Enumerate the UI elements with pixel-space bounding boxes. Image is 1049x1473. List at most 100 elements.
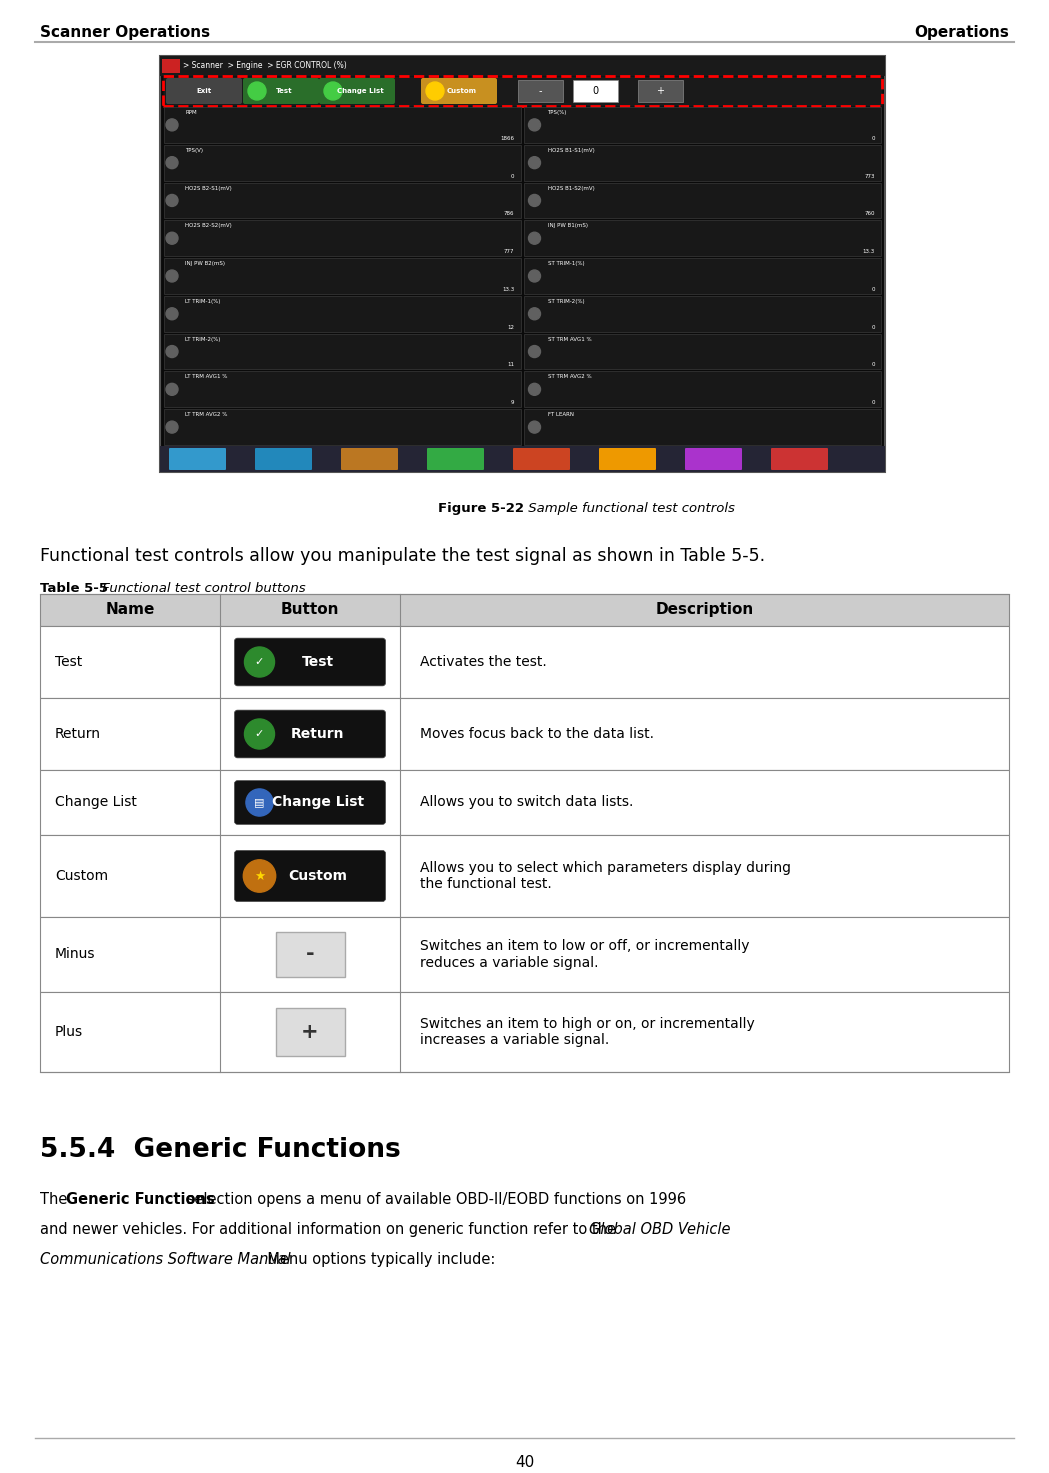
- Circle shape: [166, 156, 178, 169]
- FancyBboxPatch shape: [160, 56, 885, 471]
- FancyBboxPatch shape: [235, 781, 385, 825]
- Text: Communications Software Manual: Communications Software Manual: [40, 1252, 291, 1267]
- Circle shape: [166, 233, 178, 245]
- FancyBboxPatch shape: [164, 108, 520, 143]
- Text: 9: 9: [511, 401, 514, 405]
- Text: Change List: Change List: [337, 88, 383, 94]
- Circle shape: [529, 194, 540, 206]
- Text: +: +: [301, 1022, 319, 1041]
- Text: > Scanner  > Engine  > EGR CONTROL (%): > Scanner > Engine > EGR CONTROL (%): [183, 62, 347, 71]
- Text: Test: Test: [302, 655, 334, 669]
- Text: -: -: [539, 85, 542, 96]
- Text: Change List: Change List: [55, 795, 136, 810]
- Text: 0: 0: [593, 85, 599, 96]
- Circle shape: [166, 308, 178, 320]
- Text: Return: Return: [292, 728, 345, 741]
- Text: Functional test control buttons: Functional test control buttons: [98, 582, 305, 595]
- Circle shape: [529, 119, 540, 131]
- FancyBboxPatch shape: [255, 448, 312, 470]
- FancyBboxPatch shape: [164, 296, 520, 331]
- Circle shape: [529, 421, 540, 433]
- FancyBboxPatch shape: [427, 448, 484, 470]
- FancyBboxPatch shape: [524, 409, 881, 445]
- Circle shape: [243, 860, 276, 893]
- Text: Table 5-5: Table 5-5: [40, 582, 108, 595]
- Text: Custom: Custom: [447, 88, 477, 94]
- Text: Button: Button: [281, 602, 339, 617]
- FancyBboxPatch shape: [169, 448, 226, 470]
- Text: TPS(%): TPS(%): [548, 110, 566, 115]
- Text: 773: 773: [864, 174, 875, 178]
- Text: 11: 11: [508, 362, 514, 367]
- FancyBboxPatch shape: [235, 710, 385, 759]
- Text: The: The: [40, 1192, 72, 1206]
- Text: 786: 786: [504, 211, 514, 217]
- FancyBboxPatch shape: [524, 258, 881, 295]
- Text: INJ PW B2(mS): INJ PW B2(mS): [185, 261, 224, 267]
- Text: ST TRM AVG2 %: ST TRM AVG2 %: [548, 374, 592, 380]
- FancyBboxPatch shape: [164, 144, 520, 181]
- Text: -: -: [305, 944, 315, 965]
- FancyBboxPatch shape: [164, 221, 520, 256]
- FancyBboxPatch shape: [40, 991, 1009, 1072]
- Text: LT TRM AVG1 %: LT TRM AVG1 %: [185, 374, 228, 380]
- Text: 13.3: 13.3: [862, 249, 875, 255]
- Text: Custom: Custom: [288, 869, 347, 882]
- FancyBboxPatch shape: [513, 448, 570, 470]
- Text: 0: 0: [872, 287, 875, 292]
- Circle shape: [529, 346, 540, 358]
- FancyBboxPatch shape: [40, 918, 1009, 991]
- Circle shape: [529, 233, 540, 245]
- Text: 5.5.4  Generic Functions: 5.5.4 Generic Functions: [40, 1137, 401, 1164]
- FancyBboxPatch shape: [164, 334, 520, 370]
- Text: 1866: 1866: [500, 136, 514, 141]
- FancyBboxPatch shape: [40, 594, 1009, 626]
- Text: +: +: [657, 85, 664, 96]
- Text: 12: 12: [508, 324, 514, 330]
- Text: ST TRM AVG1 %: ST TRM AVG1 %: [548, 337, 592, 342]
- FancyBboxPatch shape: [638, 80, 683, 102]
- Text: Scanner Operations: Scanner Operations: [40, 25, 210, 40]
- Circle shape: [324, 82, 342, 100]
- Text: Functional test controls allow you manipulate the test signal as shown in Table : Functional test controls allow you manip…: [40, 546, 765, 566]
- Text: Sample functional test controls: Sample functional test controls: [524, 502, 735, 516]
- Text: Switches an item to high or on, or incrementally
increases a variable signal.: Switches an item to high or on, or incre…: [420, 1016, 754, 1047]
- Text: 760: 760: [864, 211, 875, 217]
- Text: Description: Description: [656, 602, 753, 617]
- Text: Minus: Minus: [55, 947, 95, 962]
- Circle shape: [166, 421, 178, 433]
- FancyBboxPatch shape: [599, 448, 656, 470]
- Text: ▤: ▤: [254, 797, 264, 807]
- Circle shape: [529, 156, 540, 169]
- Text: selection opens a menu of available OBD-II/EOBD functions on 1996: selection opens a menu of available OBD-…: [181, 1192, 686, 1206]
- FancyBboxPatch shape: [164, 371, 520, 407]
- FancyBboxPatch shape: [164, 183, 520, 218]
- FancyBboxPatch shape: [524, 371, 881, 407]
- FancyBboxPatch shape: [518, 80, 563, 102]
- FancyBboxPatch shape: [276, 932, 344, 977]
- FancyBboxPatch shape: [160, 56, 885, 77]
- Text: 0: 0: [872, 362, 875, 367]
- Text: Test: Test: [55, 655, 82, 669]
- FancyBboxPatch shape: [319, 78, 395, 105]
- Circle shape: [244, 647, 275, 678]
- FancyBboxPatch shape: [524, 334, 881, 370]
- Text: and newer vehicles. For additional information on generic function refer to the: and newer vehicles. For additional infor…: [40, 1223, 621, 1237]
- Text: 0: 0: [511, 174, 514, 178]
- Circle shape: [166, 383, 178, 395]
- Text: 0: 0: [872, 136, 875, 141]
- Text: LT TRIM-2(%): LT TRIM-2(%): [185, 337, 220, 342]
- FancyBboxPatch shape: [235, 638, 385, 686]
- Text: HO2S B2-S2(mV): HO2S B2-S2(mV): [185, 224, 232, 228]
- Text: INJ PW B1(mS): INJ PW B1(mS): [548, 224, 587, 228]
- Text: . Menu options typically include:: . Menu options typically include:: [258, 1252, 495, 1267]
- Circle shape: [166, 194, 178, 206]
- FancyBboxPatch shape: [164, 258, 520, 295]
- Circle shape: [245, 790, 273, 816]
- Text: Activates the test.: Activates the test.: [420, 655, 547, 669]
- Text: Generic Functions: Generic Functions: [65, 1192, 214, 1206]
- FancyBboxPatch shape: [166, 78, 242, 105]
- Text: Change List: Change List: [272, 795, 364, 810]
- Text: Figure 5-22: Figure 5-22: [438, 502, 524, 516]
- FancyBboxPatch shape: [160, 446, 885, 471]
